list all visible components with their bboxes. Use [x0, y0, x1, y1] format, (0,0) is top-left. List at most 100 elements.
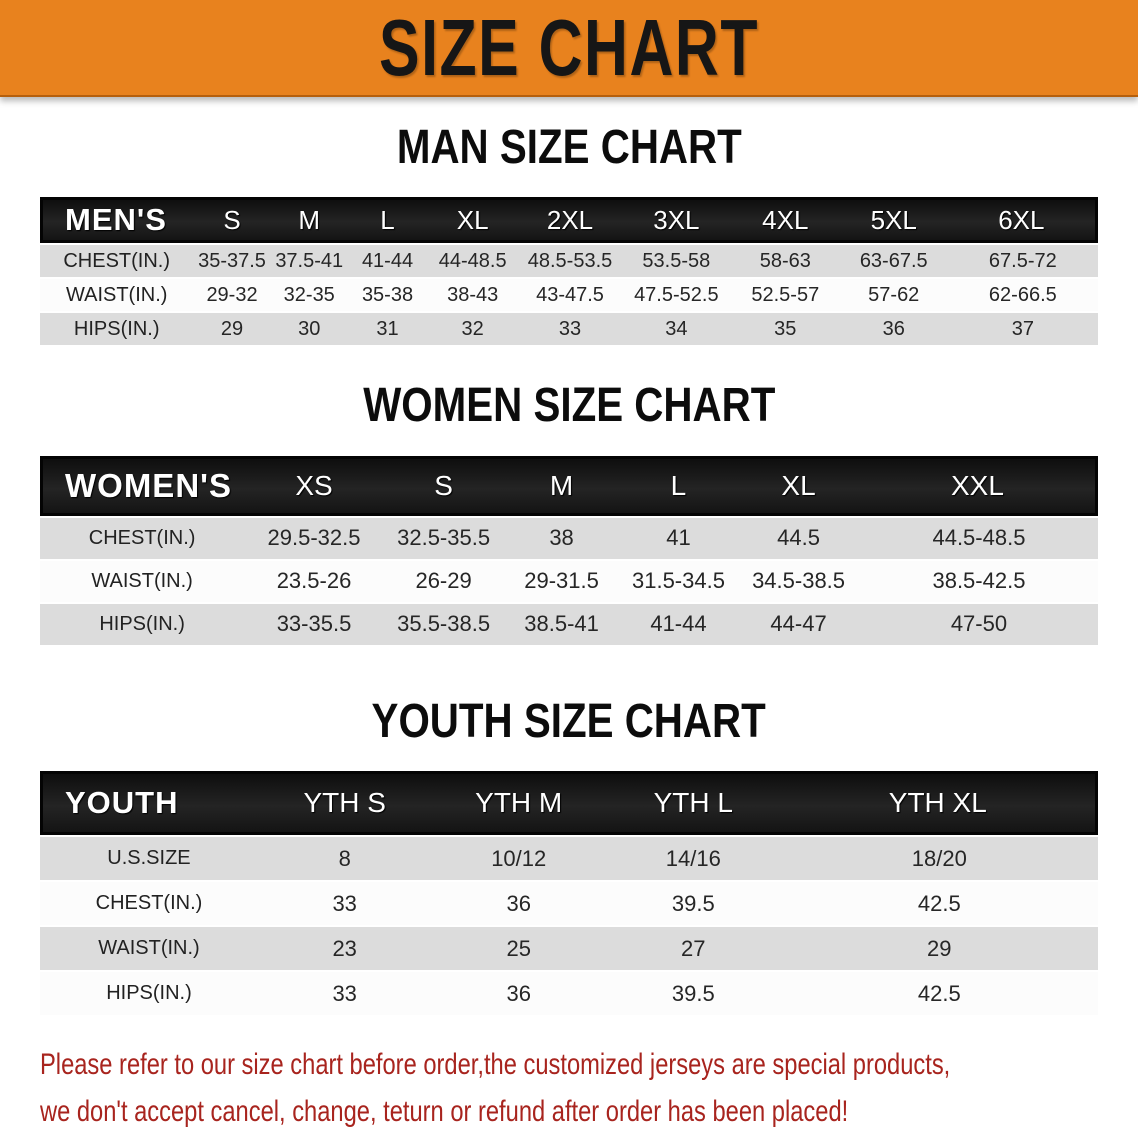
- size-value-cell: 10/12: [431, 835, 606, 881]
- size-column-header: L: [347, 197, 428, 244]
- size-column-header: XXL: [859, 455, 1098, 516]
- measure-row-label: WAIST(IN.): [40, 925, 258, 971]
- size-value-cell: 35-37.5: [193, 243, 271, 278]
- size-column-header: XL: [427, 197, 519, 244]
- size-value-cell: 38.5-42.5: [859, 558, 1098, 602]
- size-value-cell: 33: [257, 970, 432, 1016]
- women-section-heading: WOMEN SIZE CHART: [362, 379, 776, 433]
- disclaimer-text: Please refer to our size chart before or…: [40, 1041, 1138, 1135]
- size-value-cell: 14/16: [606, 835, 781, 881]
- banner-title: SIZE CHART: [379, 2, 759, 92]
- size-value-cell: 44-48.5: [427, 243, 519, 278]
- size-value-cell: 8: [257, 835, 432, 881]
- disclaimer-line-2: we don't accept cancel, change, teturn o…: [40, 1095, 849, 1129]
- size-value-cell: 32.5-35.5: [383, 515, 504, 559]
- men-size-section: MAN SIZE CHART MEN'S S M L XL 2XL 3XL 4XL 5XL 6XL…: [0, 121, 1138, 346]
- size-value-cell: 38.5-41: [503, 601, 620, 645]
- size-value-cell: 33: [518, 311, 622, 346]
- size-value-cell: 39.5: [606, 880, 781, 926]
- measure-row: WAIST(IN.) 23.5-26 26-29 29-31.5 31.5-34.5 34…: [40, 558, 1098, 602]
- size-value-cell: 57-62: [839, 277, 948, 312]
- disclaimer-line-1: Please refer to our size chart before or…: [40, 1048, 951, 1082]
- measure-row: CHEST(IN.) 35-37.5 37.5-41 41-44 44-48.5 48.5…: [40, 243, 1098, 278]
- men-size-table: MEN'S S M L XL 2XL 3XL 4XL 5XL 6XL CHEST(IN.) 35-37…: [40, 197, 1098, 346]
- size-value-cell: 47.5-52.5: [621, 277, 731, 312]
- size-value-cell: 41-44: [347, 243, 428, 278]
- size-value-cell: 29: [780, 925, 1098, 971]
- size-value-cell: 44.5-48.5: [859, 515, 1098, 559]
- size-value-cell: 52.5-57: [730, 277, 840, 312]
- size-value-cell: 23: [257, 925, 432, 971]
- measure-row: HIPS(IN.) 33 36 39.5 42.5: [40, 970, 1098, 1016]
- table-header-row: MEN'S S M L XL 2XL 3XL 4XL 5XL 6XL: [40, 197, 1098, 244]
- size-value-cell: 43-47.5: [518, 277, 622, 312]
- youth-section-heading: YOUTH SIZE CHART: [371, 694, 767, 748]
- women-size-section: WOMEN SIZE CHART WOMEN'S XS S M L XL XXL CHEST(…: [0, 379, 1138, 645]
- measure-row: HIPS(IN.) 29 30 31 32 33 34 35 36 37: [40, 311, 1098, 346]
- size-column-header: YTH M: [431, 771, 606, 836]
- measure-row: CHEST(IN.) 33 36 39.5 42.5: [40, 880, 1098, 926]
- size-value-cell: 36: [431, 970, 606, 1016]
- size-value-cell: 29.5-32.5: [244, 515, 384, 559]
- size-column-header: XL: [737, 455, 860, 516]
- table-corner-label: WOMEN'S: [40, 455, 245, 516]
- size-value-cell: 29-32: [193, 277, 271, 312]
- size-column-header: 3XL: [621, 197, 731, 244]
- size-value-cell: 42.5: [780, 970, 1098, 1016]
- size-value-cell: 23.5-26: [244, 558, 384, 602]
- size-column-header: YTH S: [257, 771, 432, 836]
- table-corner-label: YOUTH: [40, 771, 258, 836]
- youth-size-section: YOUTH SIZE CHART YOUTH YTH S YTH M YTH L YTH…: [0, 694, 1138, 1016]
- size-value-cell: 34: [621, 311, 731, 346]
- measure-row: WAIST(IN.) 23 25 27 29: [40, 925, 1098, 971]
- size-value-cell: 33-35.5: [244, 601, 384, 645]
- size-value-cell: 44-47: [737, 601, 860, 645]
- size-value-cell: 33: [257, 880, 432, 926]
- size-value-cell: 48.5-53.5: [518, 243, 622, 278]
- table-corner-label: MEN'S: [40, 197, 194, 244]
- size-value-cell: 36: [839, 311, 948, 346]
- size-chart-banner: SIZE CHART: [0, 0, 1138, 97]
- size-value-cell: 47-50: [859, 601, 1098, 645]
- size-value-cell: 35.5-38.5: [383, 601, 504, 645]
- size-column-header: M: [503, 455, 620, 516]
- men-section-heading: MAN SIZE CHART: [396, 121, 742, 174]
- size-value-cell: 36: [431, 880, 606, 926]
- size-column-header: YTH XL: [780, 771, 1098, 836]
- size-column-header: 5XL: [839, 197, 948, 244]
- size-column-header: 4XL: [730, 197, 840, 244]
- size-value-cell: 41-44: [619, 601, 738, 645]
- measure-row: WAIST(IN.) 29-32 32-35 35-38 38-43 43-47.5 47.…: [40, 277, 1098, 312]
- table-header-row: YOUTH YTH S YTH M YTH L YTH XL: [40, 771, 1098, 836]
- size-value-cell: 26-29: [383, 558, 504, 602]
- size-value-cell: 42.5: [780, 880, 1098, 926]
- measure-row-label: U.S.SIZE: [40, 835, 258, 881]
- size-value-cell: 31.5-34.5: [619, 558, 738, 602]
- size-value-cell: 44.5: [737, 515, 860, 559]
- measure-row-label: HIPS(IN.): [40, 970, 258, 1016]
- size-value-cell: 63-67.5: [839, 243, 948, 278]
- size-column-header: 6XL: [947, 197, 1098, 244]
- size-value-cell: 38: [503, 515, 620, 559]
- measure-row-label: WAIST(IN.): [40, 558, 245, 602]
- size-value-cell: 37.5-41: [270, 243, 348, 278]
- measure-row: U.S.SIZE 8 10/12 14/16 18/20: [40, 835, 1098, 881]
- women-size-table: WOMEN'S XS S M L XL XXL CHEST(IN.) 29.5-32.5 32.5…: [40, 455, 1098, 645]
- table-header-row: WOMEN'S XS S M L XL XXL: [40, 455, 1098, 516]
- size-column-header: YTH L: [606, 771, 781, 836]
- women-size-table-wrap: WOMEN'S XS S M L XL XXL CHEST(IN.) 29.5-32.5 32.5…: [0, 455, 1138, 645]
- size-value-cell: 25: [431, 925, 606, 971]
- size-value-cell: 58-63: [730, 243, 840, 278]
- size-value-cell: 18/20: [780, 835, 1098, 881]
- measure-row-label: HIPS(IN.): [40, 311, 194, 346]
- measure-row: CHEST(IN.) 29.5-32.5 32.5-35.5 38 41 44.5 44.5…: [40, 515, 1098, 559]
- size-value-cell: 37: [947, 311, 1098, 346]
- size-value-cell: 35-38: [347, 277, 428, 312]
- size-value-cell: 32-35: [270, 277, 348, 312]
- measure-row-label: CHEST(IN.): [40, 243, 194, 278]
- size-value-cell: 67.5-72: [947, 243, 1098, 278]
- size-value-cell: 27: [606, 925, 781, 971]
- size-value-cell: 41: [619, 515, 738, 559]
- size-value-cell: 53.5-58: [621, 243, 731, 278]
- measure-row-label: WAIST(IN.): [40, 277, 194, 312]
